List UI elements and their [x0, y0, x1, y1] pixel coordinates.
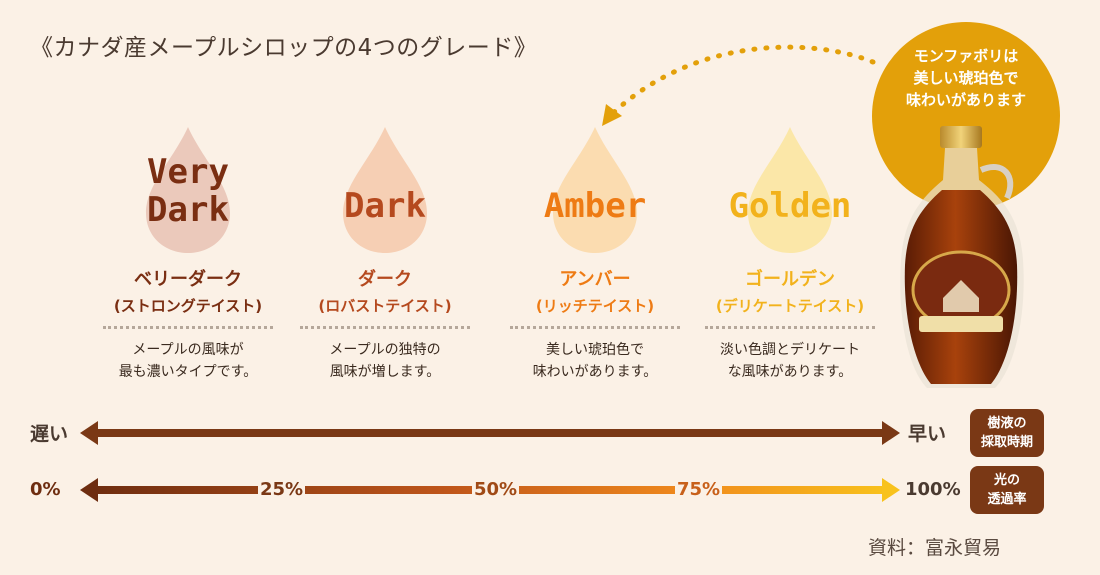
grade-name-jp: アンバー	[559, 269, 631, 290]
bottle-handle	[979, 163, 1014, 200]
grade-description: 淡い色調とデリケート な風味があります。	[690, 339, 890, 383]
grade-subtitle: (ストロングテイスト)	[113, 297, 263, 315]
bottle-label-banner	[919, 316, 1003, 332]
drop-shape	[343, 127, 427, 253]
transmittance-badge: 光の 透過率	[970, 466, 1044, 514]
dotted-divider	[103, 326, 273, 329]
grade-dark: Dark ダーク (ロバストテイスト) メープルの独特の 風味が増します。	[285, 125, 485, 383]
grade-subtitle: (リッチテイスト)	[535, 297, 655, 315]
badge-line1: 樹液の	[987, 416, 1027, 431]
description-line1: メープルの風味が	[132, 342, 244, 358]
grade-description: メープルの風味が 最も濃いタイプです。	[88, 339, 288, 383]
grade-name-en-line1: Very	[147, 152, 229, 192]
description-line1: 淡い色調とデリケート	[720, 342, 860, 358]
description-line1: 美しい琥珀色で	[546, 342, 644, 358]
harvest-double-arrow	[80, 421, 900, 445]
harvest-late-label: 遅い	[30, 423, 69, 445]
grade-name-jp: ダーク	[358, 269, 412, 290]
description-line2: 風味が増します。	[329, 364, 441, 380]
pct-100: 100%	[905, 479, 961, 500]
harvest-arrow-shaft	[92, 429, 888, 437]
page-title: 《カナダ産メープルシロップの4つのグレード》	[30, 35, 538, 61]
pct-25: 25%	[258, 479, 306, 500]
dotted-divider	[510, 326, 680, 329]
dotted-divider	[705, 326, 875, 329]
harvest-early-label: 早い	[908, 423, 947, 445]
drop-shape	[553, 127, 637, 253]
pct-0: 0%	[30, 479, 61, 500]
grade-subtitle: (デリケートテイスト)	[715, 297, 865, 315]
description-line2: 味わいがあります。	[532, 364, 658, 380]
callout-line1: モンファボリは	[913, 47, 1019, 65]
left-arrowhead-icon	[80, 421, 98, 445]
description-line2: な風味があります。	[727, 364, 853, 380]
bottle-cap	[940, 126, 982, 148]
grade-description: 美しい琥珀色で 味わいがあります。	[495, 339, 695, 383]
grade-description: メープルの独特の 風味が増します。	[285, 339, 485, 383]
grade-subtitle: (ロバストテイスト)	[318, 297, 452, 315]
grade-name-jp: ベリーダーク	[134, 269, 242, 290]
grade-golden: Golden ゴールデン (デリケートテイスト) 淡い色調とデリケート な風味が…	[690, 125, 890, 383]
grade-name-en-line2: Golden	[728, 186, 852, 226]
drop-icon	[146, 127, 230, 253]
arrowhead-icon	[602, 104, 622, 126]
bottle-label-house	[943, 280, 979, 312]
badge-line1: 光の	[993, 473, 1020, 488]
right-arrowhead-icon	[882, 478, 900, 502]
callout-line3: 味わいがあります	[905, 91, 1026, 109]
callout-pointer-arrow	[602, 44, 876, 126]
harvest-timing-badge: 樹液の 採取時期	[970, 409, 1044, 457]
pct-75: 75%	[675, 479, 723, 500]
drop-icon	[553, 127, 637, 253]
grade-amber: Amber アンバー (リッチテイスト) 美しい琥珀色で 味わいがあります。	[495, 125, 695, 383]
grade-name-en-line2: Amber	[543, 186, 647, 226]
pct-50: 50%	[472, 479, 520, 500]
drop-icon	[343, 127, 427, 253]
drop-icon	[748, 127, 832, 253]
dotted-curve	[609, 44, 876, 117]
dotted-divider	[300, 326, 470, 329]
source-credit: 資料：富永貿易	[868, 537, 1002, 559]
callout-line2: 美しい琥珀色で	[913, 69, 1019, 87]
drop-shape	[748, 127, 832, 253]
badge-line2: 透過率	[987, 492, 1027, 507]
grade-name-jp: ゴールデン	[745, 269, 835, 290]
maple-syrup-bottle-image	[900, 126, 1024, 388]
drop-shape	[146, 127, 230, 253]
grade-name-en-line2: Dark	[147, 190, 229, 230]
description-line1: メープルの独特の	[329, 342, 441, 358]
description-line2: 最も濃いタイプです。	[118, 364, 258, 380]
grade-very-dark: Very Dark ベリーダーク (ストロングテイスト) メープルの風味が 最も…	[88, 125, 288, 383]
right-arrowhead-icon	[882, 421, 900, 445]
left-arrowhead-icon	[80, 478, 98, 502]
badge-line2: 採取時期	[980, 435, 1033, 450]
callout-text: モンファボリは 美しい琥珀色で 味わいがあります	[872, 45, 1060, 111]
grade-name-en-line2: Dark	[344, 186, 426, 226]
